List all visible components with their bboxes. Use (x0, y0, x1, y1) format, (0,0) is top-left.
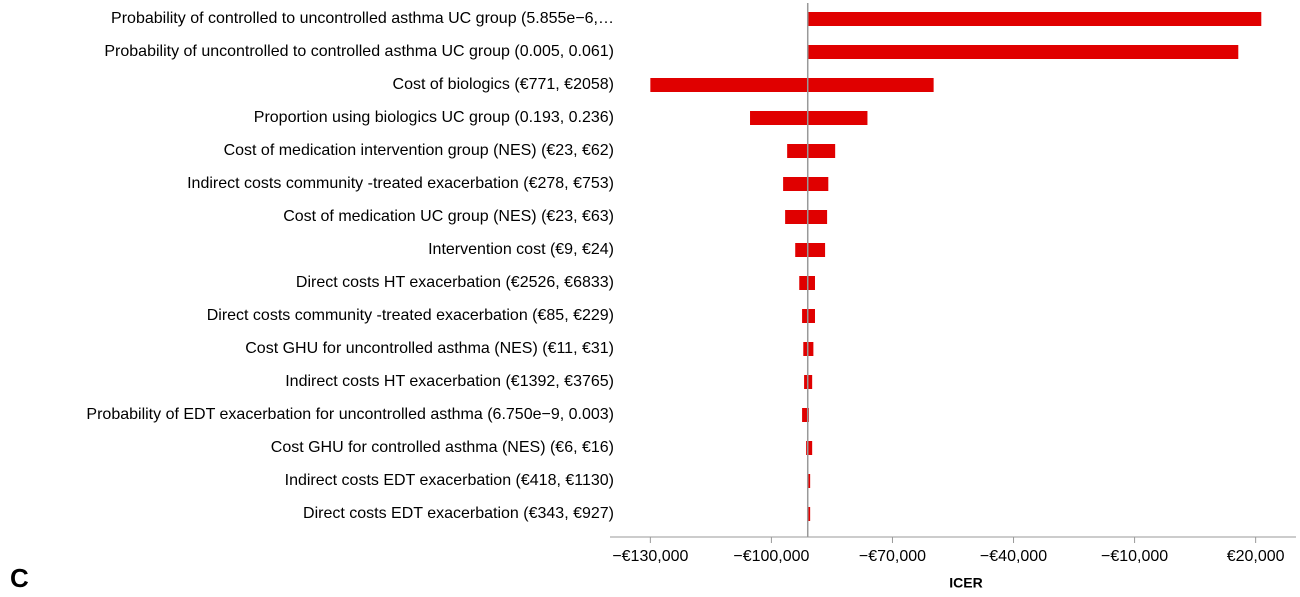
category-label: Cost of medication intervention group (N… (224, 142, 614, 159)
bar (787, 144, 836, 158)
bar (807, 474, 811, 488)
category-label: Indirect costs community -treated exacer… (187, 175, 614, 192)
category-label: Direct costs EDT exacerbation (€343, €92… (303, 505, 614, 522)
category-label: Probability of EDT exacerbation for unco… (86, 406, 614, 423)
category-label: Intervention cost (€9, €24) (428, 241, 614, 258)
category-label: Cost GHU for uncontrolled asthma (NES) (… (245, 340, 614, 357)
bar (807, 12, 1262, 26)
bar (806, 441, 813, 455)
bar (807, 507, 811, 521)
category-label: Proportion using biologics UC group (0.1… (254, 109, 614, 126)
category-label: Direct costs HT exacerbation (€2526, €68… (296, 274, 614, 291)
bar (750, 111, 868, 125)
bar (783, 177, 829, 191)
x-tick-label: −€130,000 (612, 548, 688, 565)
bar (785, 210, 828, 224)
bar (807, 45, 1239, 59)
x-tick-label: −€10,000 (1101, 548, 1168, 565)
category-label: Probability of uncontrolled to controlle… (104, 43, 614, 60)
bar (650, 78, 934, 92)
bar (795, 243, 826, 257)
category-label: Cost of biologics (€771, €2058) (393, 76, 614, 93)
panel-label: C (10, 563, 29, 593)
category-label: Indirect costs HT exacerbation (€1392, €… (285, 373, 614, 390)
x-tick-label: −€100,000 (733, 548, 809, 565)
bar (802, 408, 809, 422)
bar (802, 309, 815, 323)
x-tick-label: €20,000 (1227, 548, 1285, 565)
category-label: Probability of controlled to uncontrolle… (111, 10, 614, 27)
x-tick-label: −€40,000 (980, 548, 1047, 565)
category-label: Direct costs community -treated exacerba… (207, 307, 614, 324)
category-label: Indirect costs EDT exacerbation (€418, €… (285, 472, 614, 489)
x-axis-label: ICER (949, 575, 982, 591)
category-label: Cost of medication UC group (NES) (€23, … (283, 208, 614, 225)
x-tick-label: −€70,000 (859, 548, 926, 565)
category-label: Cost GHU for controlled asthma (NES) (€6… (271, 439, 614, 456)
